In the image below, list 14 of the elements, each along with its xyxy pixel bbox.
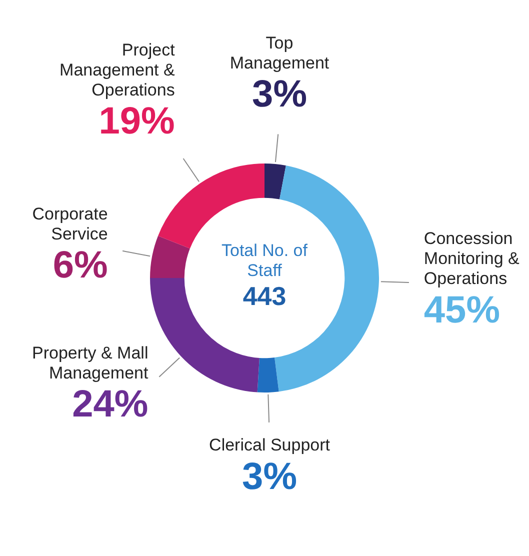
data-label: 45% bbox=[424, 289, 500, 332]
slice-label: Property & Mall Management bbox=[32, 343, 148, 382]
data-label: 3% bbox=[242, 456, 297, 498]
text: Total No. of Staff bbox=[222, 241, 308, 280]
data-label: 19% bbox=[98, 100, 175, 143]
text: 443 bbox=[242, 281, 286, 312]
data-label: 6% bbox=[52, 244, 108, 287]
slice-label: Top Management bbox=[230, 33, 330, 72]
slice-label: Corporate Service bbox=[32, 204, 108, 244]
slice-label: Concession Monitoring & Operations bbox=[424, 229, 520, 288]
data-label: 3% bbox=[252, 74, 307, 116]
slice-label: Clerical Support bbox=[209, 436, 330, 455]
data-label: 24% bbox=[72, 384, 148, 426]
slice-label: Project Management & Operations bbox=[60, 40, 176, 100]
